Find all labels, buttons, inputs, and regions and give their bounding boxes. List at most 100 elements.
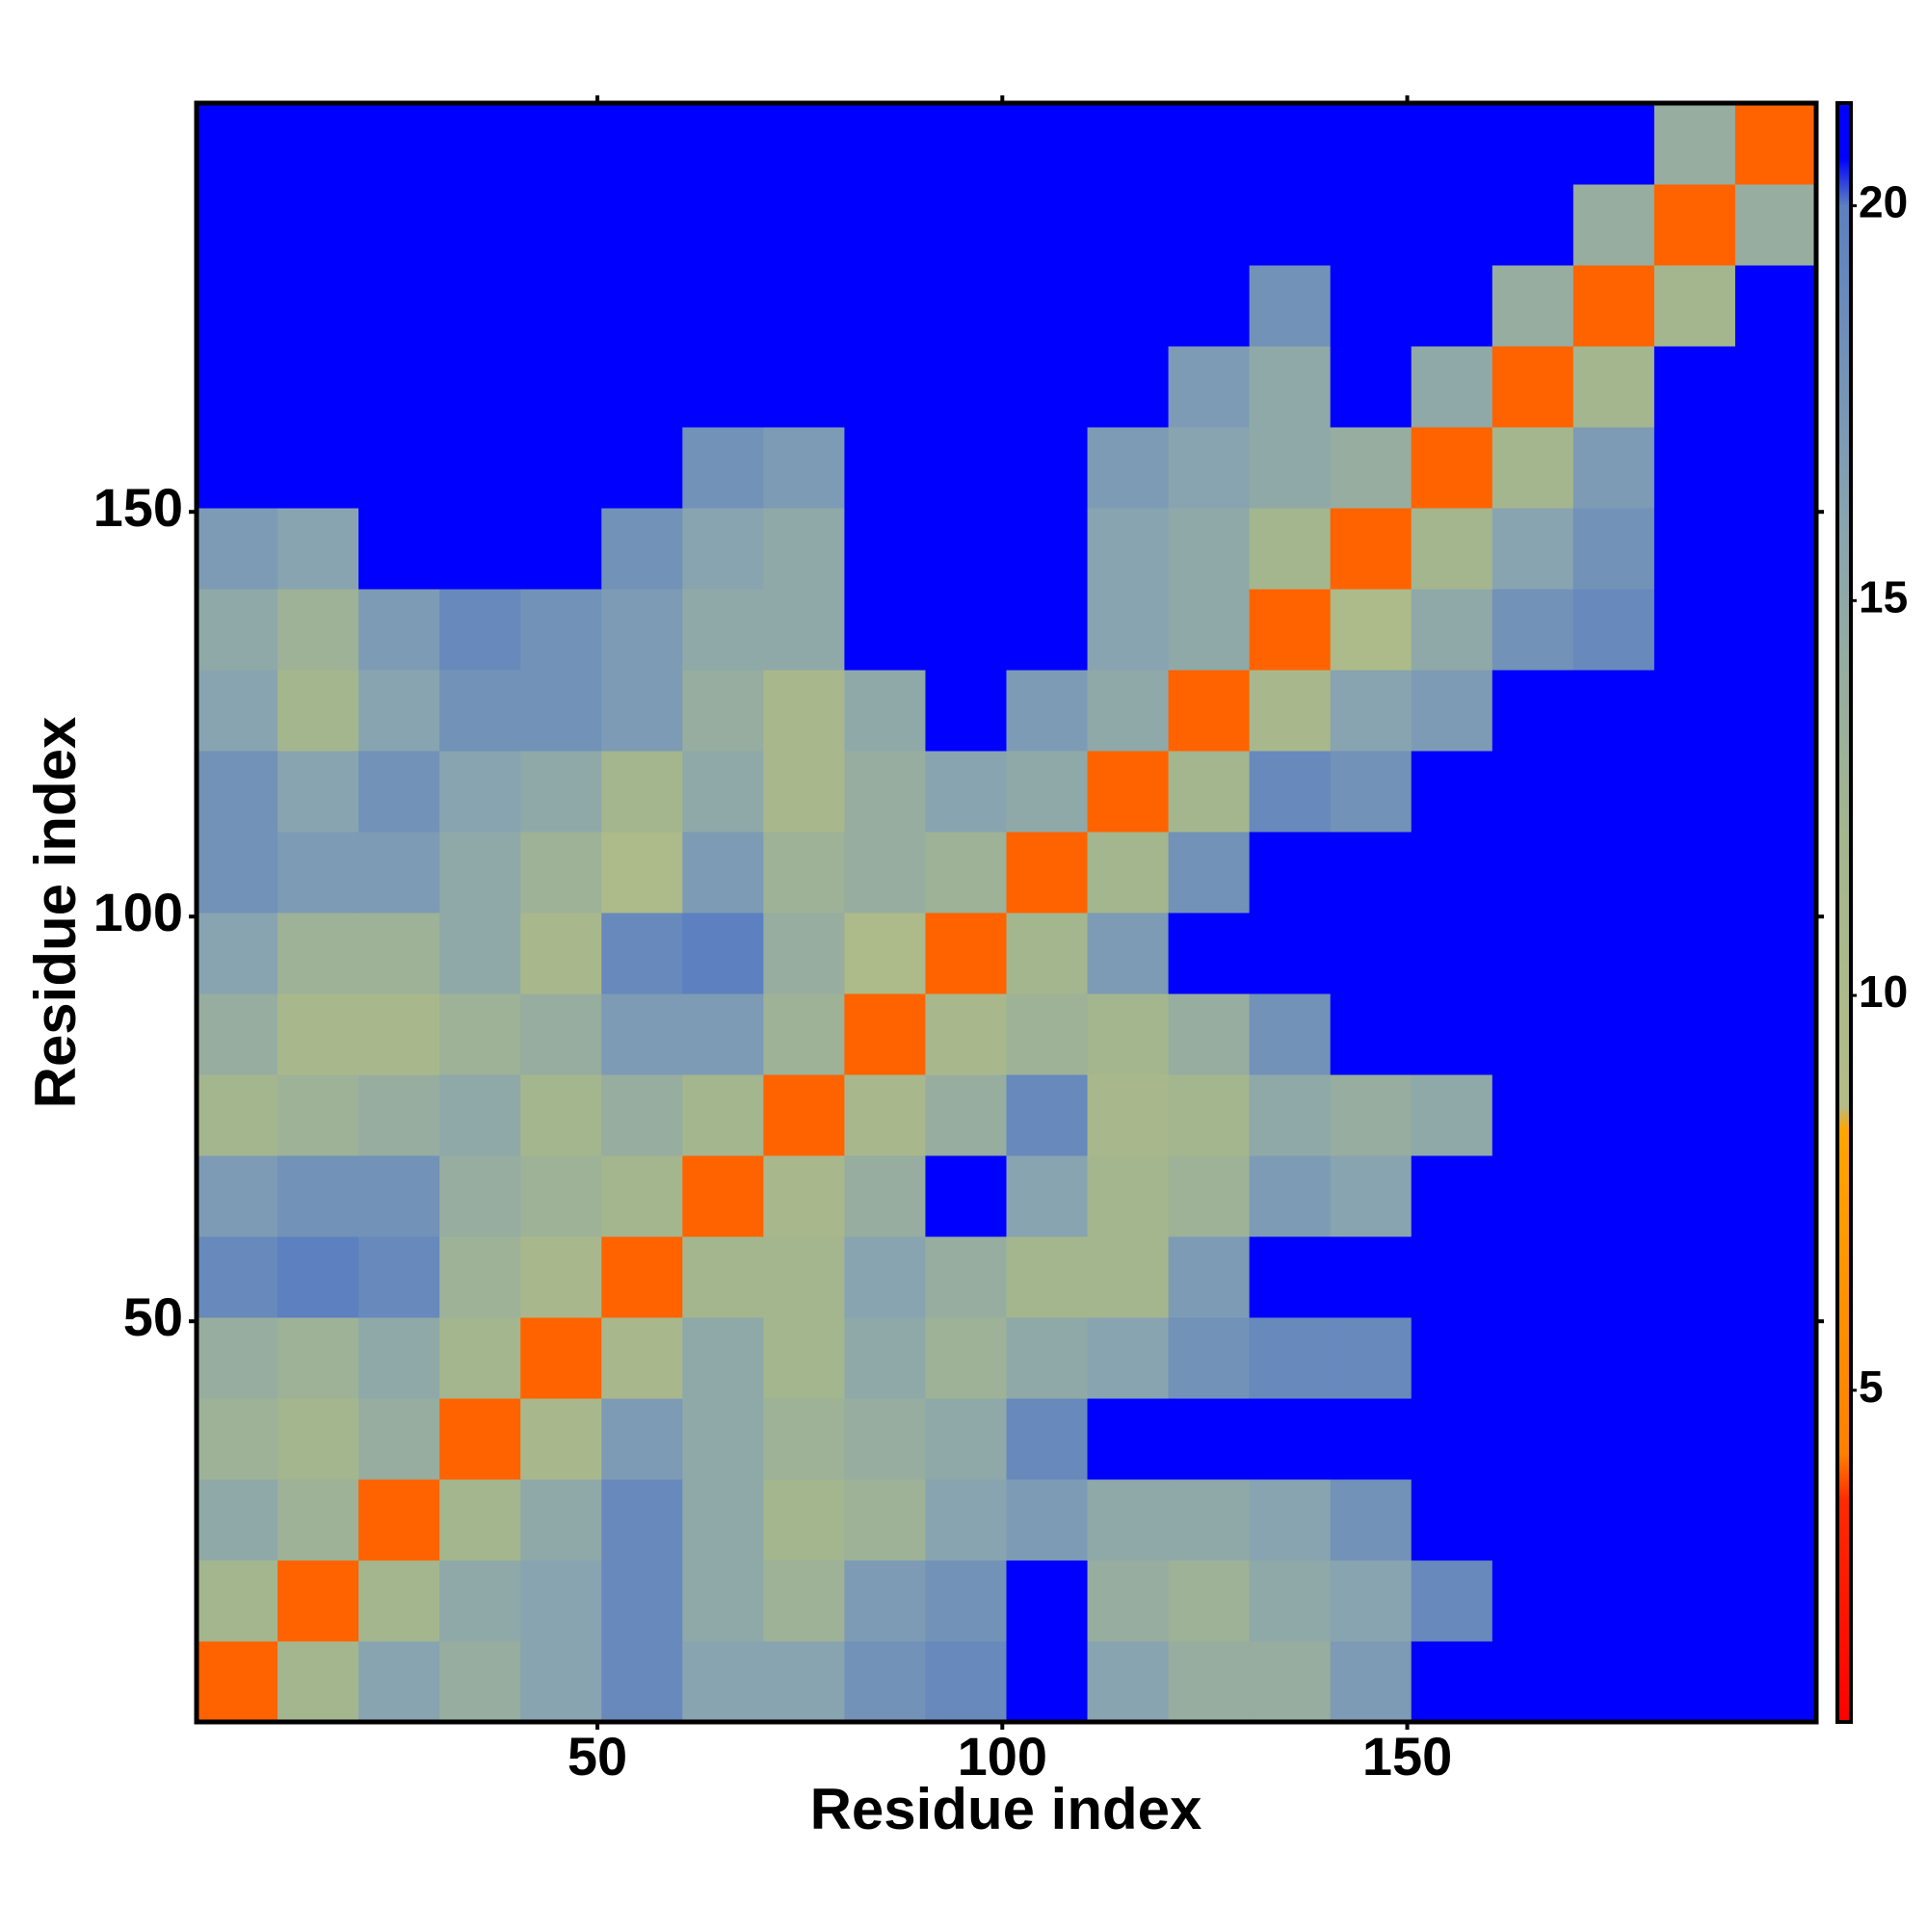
heatmap-cell bbox=[1734, 1560, 1817, 1642]
heatmap-cell bbox=[1330, 265, 1412, 347]
heatmap-cell bbox=[1491, 1155, 1574, 1237]
heatmap-cell bbox=[358, 1317, 440, 1399]
heatmap-cell bbox=[197, 1641, 278, 1723]
heatmap-cell bbox=[1330, 1074, 1412, 1156]
heatmap-cell bbox=[1491, 346, 1574, 428]
heatmap-cell bbox=[1653, 265, 1736, 347]
heatmap-cell bbox=[1411, 1398, 1493, 1480]
heatmap-cell bbox=[1734, 1641, 1817, 1723]
heatmap-cell bbox=[1330, 1236, 1412, 1318]
heatmap-cell bbox=[763, 1317, 845, 1399]
heatmap-cell bbox=[1572, 1479, 1655, 1561]
heatmap-cell bbox=[1653, 670, 1736, 752]
heatmap-cell bbox=[520, 589, 602, 671]
colorbar-tick-label: 5 bbox=[1859, 1362, 1884, 1412]
heatmap-cell bbox=[1572, 265, 1655, 347]
heatmap-cell bbox=[601, 1560, 683, 1642]
heatmap-cell bbox=[197, 184, 278, 266]
heatmap-cell bbox=[925, 1155, 1007, 1237]
heatmap-cell bbox=[1734, 103, 1817, 185]
heatmap-cell bbox=[197, 670, 278, 752]
heatmap-cell bbox=[1411, 670, 1493, 752]
heatmap-cell bbox=[1411, 1641, 1493, 1723]
heatmap-cell bbox=[1087, 751, 1170, 833]
heatmap-cell bbox=[358, 508, 440, 590]
heatmap-cell bbox=[601, 346, 683, 428]
heatmap-cell bbox=[358, 1236, 440, 1318]
heatmap-cell bbox=[844, 913, 926, 994]
heatmap-cell bbox=[520, 832, 602, 913]
heatmap-cell bbox=[601, 427, 683, 509]
heatmap-cell bbox=[1330, 913, 1412, 994]
heatmap-cell bbox=[925, 1398, 1007, 1480]
heatmap-cell bbox=[682, 265, 764, 347]
heatmap-cell bbox=[682, 346, 764, 428]
heatmap-cell bbox=[1330, 1479, 1412, 1561]
heatmap-cell bbox=[1491, 751, 1574, 833]
heatmap-cell bbox=[439, 670, 521, 752]
heatmap-cell bbox=[277, 1236, 359, 1318]
heatmap-cell bbox=[358, 670, 440, 752]
heatmap-cell bbox=[1087, 346, 1170, 428]
heatmap-cell bbox=[601, 1398, 683, 1480]
heatmap-cell bbox=[1572, 1236, 1655, 1318]
heatmap-cell bbox=[1006, 1560, 1089, 1642]
heatmap-cell bbox=[763, 184, 845, 266]
heatmap-cell bbox=[1249, 1560, 1332, 1642]
heatmap-cell bbox=[844, 1074, 926, 1156]
heatmap-cell bbox=[844, 1479, 926, 1561]
heatmap-cell bbox=[439, 1479, 521, 1561]
heatmap-cell bbox=[844, 427, 926, 509]
heatmap-cell bbox=[601, 832, 683, 913]
heatmap-cell bbox=[1168, 184, 1251, 266]
heatmap-cell bbox=[277, 670, 359, 752]
heatmap-cell bbox=[1734, 751, 1817, 833]
heatmap-cell bbox=[925, 1560, 1007, 1642]
heatmap-cell bbox=[1168, 670, 1251, 752]
heatmap-cell bbox=[439, 346, 521, 428]
heatmap-cell bbox=[601, 751, 683, 833]
heatmap-cell bbox=[1087, 1236, 1170, 1318]
heatmap-cell bbox=[1734, 346, 1817, 428]
heatmap-cell bbox=[844, 832, 926, 913]
heatmap-cell bbox=[682, 1155, 764, 1237]
heatmap-cell bbox=[763, 832, 845, 913]
heatmap-cell bbox=[1734, 1155, 1817, 1237]
heatmap-cell bbox=[277, 346, 359, 428]
heatmap-cell bbox=[1330, 1398, 1412, 1480]
heatmap-cell bbox=[1087, 1641, 1170, 1723]
heatmap-cell bbox=[1330, 751, 1412, 833]
heatmap-cell bbox=[682, 1074, 764, 1156]
heatmap-cell bbox=[1330, 1155, 1412, 1237]
heatmap-cell bbox=[439, 1155, 521, 1237]
heatmap-cell bbox=[358, 427, 440, 509]
heatmap-cell bbox=[1491, 265, 1574, 347]
heatmap-cell bbox=[601, 1074, 683, 1156]
heatmap-cell bbox=[1330, 508, 1412, 590]
heatmap-cell bbox=[439, 508, 521, 590]
heatmap-cell bbox=[1249, 832, 1332, 913]
heatmap-cell bbox=[520, 1641, 602, 1723]
heatmap-cell bbox=[520, 427, 602, 509]
heatmap-cell bbox=[1572, 832, 1655, 913]
heatmap-cell bbox=[1411, 427, 1493, 509]
heatmap-cell bbox=[1411, 346, 1493, 428]
heatmap-cell bbox=[197, 265, 278, 347]
heatmap-cell bbox=[439, 1074, 521, 1156]
heatmap-cell bbox=[1572, 913, 1655, 994]
heatmap-cell bbox=[1168, 589, 1251, 671]
heatmap-cell bbox=[358, 1641, 440, 1723]
heatmap-cell bbox=[844, 670, 926, 752]
heatmap-cell bbox=[277, 508, 359, 590]
heatmap-cell bbox=[1006, 1074, 1089, 1156]
heatmap-cell bbox=[1653, 1398, 1736, 1480]
y-tick-label: 50 bbox=[123, 1286, 183, 1347]
heatmap-cell bbox=[682, 184, 764, 266]
heatmap-cell bbox=[1330, 184, 1412, 266]
heatmap-cell bbox=[925, 427, 1007, 509]
heatmap-cell bbox=[1572, 1155, 1655, 1237]
heatmap-cell bbox=[925, 993, 1007, 1075]
heatmap-cell bbox=[1087, 265, 1170, 347]
heatmap-cell bbox=[439, 832, 521, 913]
heatmap-cell bbox=[1249, 346, 1332, 428]
